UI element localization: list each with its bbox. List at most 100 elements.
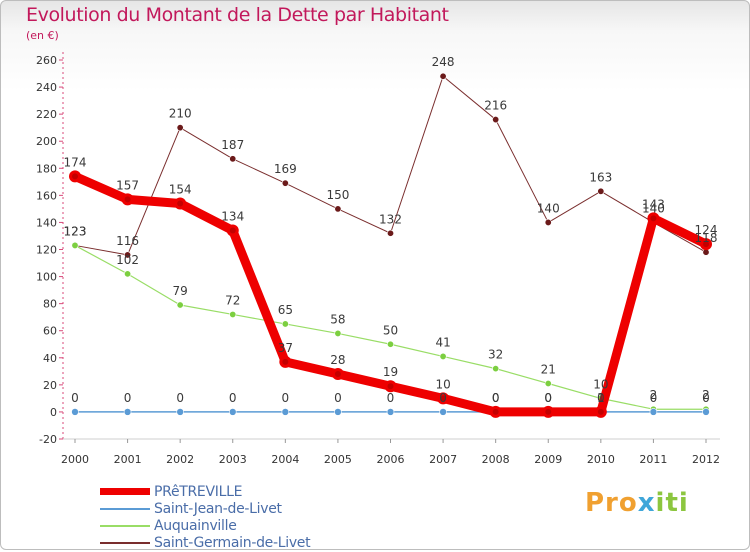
data-label: 0 xyxy=(124,391,132,405)
data-point xyxy=(387,230,393,236)
data-point xyxy=(387,341,393,347)
data-point xyxy=(177,302,183,308)
legend-swatch xyxy=(100,542,150,544)
x-tick-label: 2005 xyxy=(324,453,352,466)
data-label: 248 xyxy=(432,55,455,69)
data-label: 50 xyxy=(383,323,398,337)
data-label: 0 xyxy=(282,391,290,405)
y-tick-label: 0 xyxy=(50,406,57,419)
data-label: 0 xyxy=(597,391,605,405)
data-label: 2 xyxy=(650,388,658,402)
data-point xyxy=(72,242,78,248)
data-point-center xyxy=(598,409,604,415)
data-label: 72 xyxy=(225,293,240,307)
data-point xyxy=(492,365,498,371)
data-point-center xyxy=(230,228,236,234)
data-label: 140 xyxy=(642,201,665,215)
data-label: 154 xyxy=(169,182,192,196)
data-point xyxy=(282,180,288,186)
data-label: 0 xyxy=(544,391,552,405)
data-label: 28 xyxy=(330,353,345,367)
data-point xyxy=(177,408,184,415)
x-tick-label: 2008 xyxy=(482,453,510,466)
x-tick-label: 2012 xyxy=(692,453,720,466)
data-point xyxy=(650,408,657,415)
y-tick-label: 160 xyxy=(36,189,57,202)
line-chart: -200204060801001201401601802002202402602… xyxy=(0,0,750,550)
data-label: 37 xyxy=(278,341,293,355)
data-point xyxy=(598,188,604,194)
y-tick-label: 260 xyxy=(36,54,57,67)
data-label: 58 xyxy=(330,312,345,326)
data-label: 41 xyxy=(435,335,450,349)
y-tick-label: 240 xyxy=(36,81,57,94)
legend-swatch xyxy=(100,525,150,527)
data-label: 21 xyxy=(541,363,556,377)
x-tick-label: 2000 xyxy=(61,453,89,466)
data-point xyxy=(282,321,288,327)
x-tick-label: 2002 xyxy=(166,453,194,466)
y-tick-label: 120 xyxy=(36,244,57,257)
y-tick-label: 200 xyxy=(36,135,57,148)
legend-swatch xyxy=(100,488,150,495)
data-point-center xyxy=(545,409,551,415)
data-point-center xyxy=(650,215,656,221)
y-tick-label: 140 xyxy=(36,216,57,229)
data-label: 216 xyxy=(484,99,507,113)
legend-label: Saint-Jean-de-Livet xyxy=(154,501,282,517)
data-label: 210 xyxy=(169,107,192,121)
data-point xyxy=(335,206,341,212)
data-point xyxy=(124,408,131,415)
data-label: 187 xyxy=(221,138,244,152)
y-tick-label: 220 xyxy=(36,108,57,121)
data-point xyxy=(229,408,236,415)
data-label: 157 xyxy=(116,178,139,192)
x-tick-label: 2011 xyxy=(639,453,667,466)
data-label: 10 xyxy=(593,377,608,391)
data-label: 102 xyxy=(116,253,139,267)
data-point-center xyxy=(493,409,499,415)
data-label: 0 xyxy=(229,391,237,405)
data-label: 132 xyxy=(379,212,402,226)
data-label: 10 xyxy=(435,377,450,391)
data-label: 134 xyxy=(221,210,244,224)
data-point-center xyxy=(335,371,341,377)
data-point xyxy=(335,330,341,336)
data-point xyxy=(703,408,710,415)
data-point xyxy=(440,408,447,415)
data-label: 65 xyxy=(278,303,293,317)
y-tick-label: -20 xyxy=(39,433,57,446)
y-tick-label: 40 xyxy=(43,352,57,365)
data-point xyxy=(387,408,394,415)
data-label: 163 xyxy=(589,170,612,184)
y-tick-label: 100 xyxy=(36,271,57,284)
data-label: 0 xyxy=(176,391,184,405)
data-label: 123 xyxy=(64,224,87,238)
x-tick-label: 2004 xyxy=(271,453,299,466)
data-point xyxy=(334,408,341,415)
data-point xyxy=(282,408,289,415)
x-tick-label: 2009 xyxy=(534,453,562,466)
data-point xyxy=(440,73,446,79)
legend-swatch xyxy=(100,508,150,510)
data-point xyxy=(177,124,183,130)
data-label: 0 xyxy=(439,391,447,405)
data-point xyxy=(124,271,130,277)
data-label: 2 xyxy=(702,388,710,402)
legend-label: Saint-Germain-de-Livet xyxy=(154,535,310,551)
data-point-center xyxy=(282,359,288,365)
data-point xyxy=(230,156,236,162)
y-tick-label: 20 xyxy=(43,379,57,392)
data-label: 32 xyxy=(488,348,503,362)
legend-label: Auquainville xyxy=(154,518,237,534)
data-label: 0 xyxy=(334,391,342,405)
x-tick-label: 2003 xyxy=(219,453,247,466)
data-point-center xyxy=(177,200,183,206)
data-label: 116 xyxy=(116,234,139,248)
data-label: 118 xyxy=(695,231,718,245)
data-label: 169 xyxy=(274,162,297,176)
data-point xyxy=(492,116,498,122)
data-point-center xyxy=(72,173,78,179)
y-tick-label: 80 xyxy=(43,298,57,311)
data-point-center xyxy=(388,383,394,389)
